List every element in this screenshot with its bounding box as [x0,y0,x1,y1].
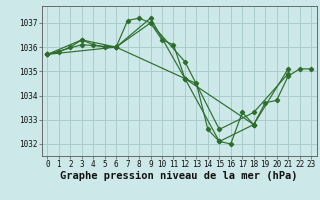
X-axis label: Graphe pression niveau de la mer (hPa): Graphe pression niveau de la mer (hPa) [60,171,298,181]
